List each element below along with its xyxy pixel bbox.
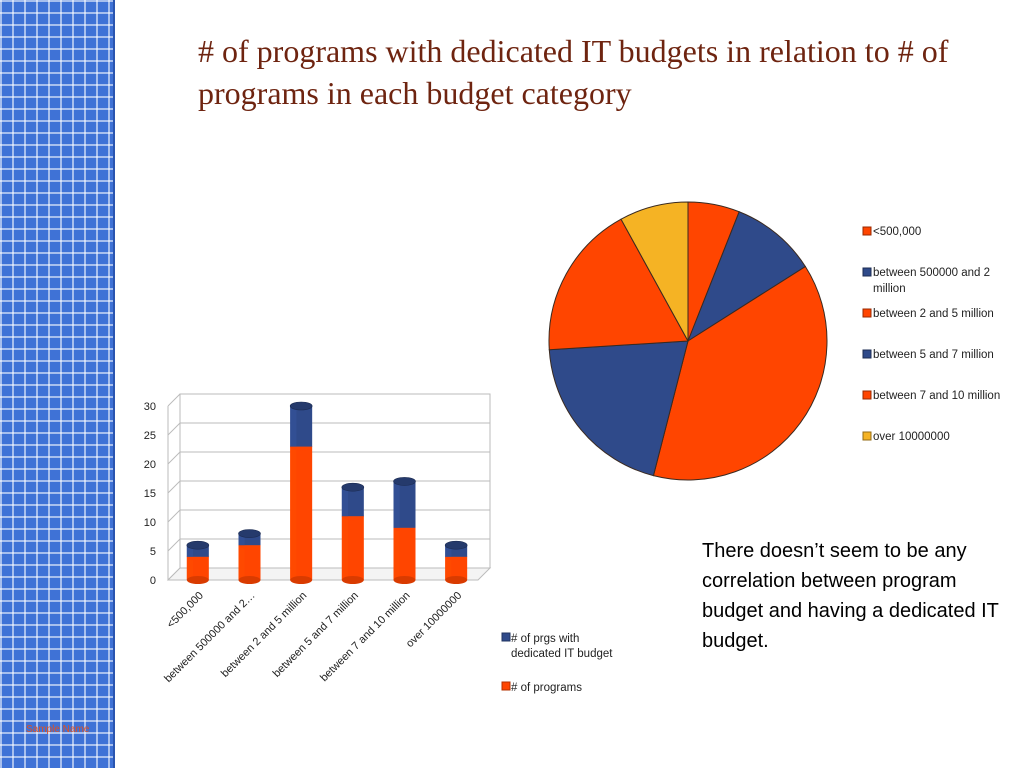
bar-highlight <box>445 556 452 580</box>
x-tick-label: between 5 and 7 million <box>271 590 361 680</box>
bar-segment <box>238 533 261 546</box>
gridline-side <box>167 480 181 494</box>
bar-highlight <box>290 446 297 580</box>
pie-slice <box>548 218 689 351</box>
bar-highlight <box>341 487 348 517</box>
bar-highlight <box>393 527 400 580</box>
pie-slice <box>548 340 689 477</box>
bar-highlight <box>445 545 452 557</box>
x-tick-label: between 7 and 10 million <box>318 590 413 685</box>
legend-label: million <box>873 283 906 295</box>
bar-top-cap <box>289 401 313 411</box>
legend-label: between 500000 and 2 <box>873 267 990 279</box>
bar-base-cap <box>186 576 209 584</box>
pie-slice <box>620 201 689 342</box>
bar-segment <box>186 545 209 557</box>
y-tick-label: 10 <box>144 517 156 529</box>
legend-label: between 2 and 5 million <box>873 308 994 320</box>
slide-footer: Sample Name <box>26 724 90 735</box>
pie-slice <box>652 265 828 481</box>
y-tick-label: 25 <box>144 430 156 442</box>
bar-top-cap <box>393 477 416 486</box>
gridline-side <box>167 393 181 407</box>
legend-label: dedicated IT budget <box>511 648 613 660</box>
legend-swatch <box>501 681 511 691</box>
x-tick-label: <500,000 <box>165 590 206 631</box>
legend-swatch <box>862 390 872 400</box>
legend-swatch <box>862 308 872 318</box>
x-tick-label: between 500000 and 2… <box>162 590 257 685</box>
bar-base-cap <box>393 576 416 584</box>
legend-label: over 10000000 <box>873 431 950 443</box>
y-tick-label: 15 <box>144 488 156 500</box>
legend-label: between 7 and 10 million <box>873 390 1000 402</box>
plot-floor <box>166 567 492 581</box>
bar-highlight <box>393 481 400 528</box>
legend-label: # of programs <box>511 682 582 694</box>
bar-highlight <box>186 556 193 580</box>
legend-label: <500,000 <box>873 226 921 238</box>
pie-chart-legend: <500,000 between 500000 and 2 million betwe… <box>862 226 1000 443</box>
bar-top-cap <box>238 529 261 538</box>
legend-label: # of prgs with <box>511 633 579 645</box>
bar-chart-legend: # of prgs with dedicated IT budget # of pr… <box>501 632 613 694</box>
bar-base-cap <box>238 576 261 584</box>
legend-label: between 5 and 7 million <box>873 349 994 361</box>
bar-top-cap <box>186 540 210 550</box>
legend-swatch <box>862 431 872 441</box>
gridline-side <box>167 451 181 465</box>
gridline-side <box>167 422 181 436</box>
y-tick-label: 5 <box>150 546 156 558</box>
y-tick-label: 30 <box>144 401 156 413</box>
bar-base-cap <box>290 576 313 584</box>
decorative-side-strip <box>0 0 115 768</box>
bar-base-cap <box>341 576 364 584</box>
bar-highlight <box>186 545 193 557</box>
annotation-text: There doesn’t seem to be any correlation… <box>702 540 999 652</box>
legend-swatch <box>501 632 511 642</box>
bar-top-cap <box>341 482 365 492</box>
pie-chart <box>548 201 828 481</box>
x-tick-label: between 2 and 5 million <box>219 590 309 680</box>
y-tick-label: 20 <box>144 459 156 471</box>
bar-base-cap <box>445 576 468 584</box>
bar-top-cap <box>444 540 468 550</box>
bar-highlight <box>341 516 348 580</box>
slide-title: # of programs with dedicated IT budgets … <box>198 33 949 111</box>
gridline-side <box>167 509 181 523</box>
pie-slice <box>686 211 807 343</box>
bar-highlight <box>238 533 245 546</box>
y-tick-label: 0 <box>150 575 156 587</box>
legend-swatch <box>862 349 872 359</box>
legend-swatch <box>862 267 872 277</box>
bar-highlight <box>290 406 297 447</box>
bar-segment <box>445 545 468 557</box>
x-tick-label: over 10000000 <box>404 590 464 650</box>
gridline-side <box>167 538 181 552</box>
bar-highlight <box>238 545 245 580</box>
legend-swatch <box>862 226 872 236</box>
